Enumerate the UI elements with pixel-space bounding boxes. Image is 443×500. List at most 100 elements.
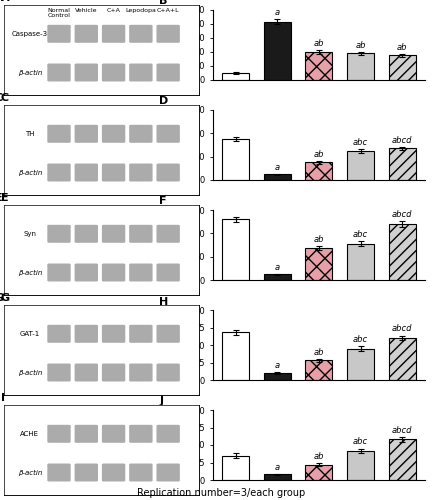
Text: abc: abc — [353, 230, 368, 239]
Text: F: F — [159, 196, 167, 206]
FancyBboxPatch shape — [74, 325, 98, 343]
Text: a: a — [275, 162, 280, 172]
Bar — [347, 151, 374, 180]
Bar — [222, 456, 249, 480]
Text: I: I — [0, 393, 4, 403]
Text: Normal
Control: Normal Control — [47, 8, 70, 18]
Text: β-actin: β-actin — [18, 470, 42, 476]
FancyBboxPatch shape — [102, 64, 125, 82]
FancyBboxPatch shape — [156, 264, 180, 281]
FancyBboxPatch shape — [74, 225, 98, 243]
FancyBboxPatch shape — [74, 64, 98, 82]
Text: Caspase-3: Caspase-3 — [12, 31, 48, 37]
FancyBboxPatch shape — [47, 164, 71, 182]
Y-axis label: Caspase-3
protein / Actin (%): Caspase-3 protein / Actin (%) — [171, 6, 192, 84]
FancyBboxPatch shape — [129, 425, 152, 443]
FancyBboxPatch shape — [156, 125, 180, 143]
Bar — [306, 464, 332, 480]
FancyBboxPatch shape — [129, 464, 152, 481]
FancyBboxPatch shape — [156, 225, 180, 243]
Text: β-actin: β-actin — [18, 370, 42, 376]
FancyBboxPatch shape — [129, 125, 152, 143]
Bar — [306, 248, 332, 280]
Text: β-actin: β-actin — [18, 170, 42, 175]
FancyBboxPatch shape — [102, 325, 125, 343]
FancyBboxPatch shape — [47, 325, 71, 343]
Text: J: J — [159, 396, 163, 406]
FancyBboxPatch shape — [129, 64, 152, 82]
Bar — [389, 338, 416, 380]
Text: C: C — [0, 93, 3, 103]
FancyBboxPatch shape — [47, 125, 71, 143]
Bar — [347, 54, 374, 80]
Text: abc: abc — [353, 336, 368, 344]
Bar — [222, 73, 249, 80]
Text: β-actin: β-actin — [18, 270, 42, 276]
Bar — [389, 148, 416, 180]
FancyBboxPatch shape — [102, 464, 125, 481]
FancyBboxPatch shape — [102, 364, 125, 382]
FancyBboxPatch shape — [129, 325, 152, 343]
Bar — [264, 474, 291, 480]
Text: abcd: abcd — [392, 136, 412, 144]
Bar — [389, 224, 416, 280]
FancyBboxPatch shape — [47, 64, 71, 82]
Bar — [222, 139, 249, 180]
Text: C: C — [0, 93, 9, 103]
Bar — [222, 332, 249, 380]
Bar — [306, 162, 332, 180]
Bar — [306, 360, 332, 380]
Text: abc: abc — [353, 438, 368, 446]
Text: Syn: Syn — [23, 231, 36, 237]
FancyBboxPatch shape — [74, 125, 98, 143]
Y-axis label: GAT-1
protein / Actin (%): GAT-1 protein / Actin (%) — [167, 306, 187, 384]
Text: C+A: C+A — [107, 8, 120, 12]
Text: β-actin: β-actin — [18, 70, 42, 75]
Text: a: a — [275, 8, 280, 18]
Text: Replication number=3/each group: Replication number=3/each group — [137, 488, 306, 498]
Text: a: a — [275, 462, 280, 471]
FancyBboxPatch shape — [102, 425, 125, 443]
Text: G: G — [0, 293, 10, 303]
Text: D: D — [159, 96, 169, 106]
Text: TH: TH — [25, 131, 35, 137]
FancyBboxPatch shape — [47, 25, 71, 43]
Bar — [347, 450, 374, 480]
Text: abc: abc — [353, 138, 368, 147]
FancyBboxPatch shape — [102, 164, 125, 182]
Text: abcd: abcd — [392, 210, 412, 219]
Text: H: H — [159, 296, 169, 306]
Bar — [306, 52, 332, 80]
Bar — [264, 174, 291, 180]
Text: ab: ab — [314, 452, 324, 461]
FancyBboxPatch shape — [102, 25, 125, 43]
FancyBboxPatch shape — [74, 164, 98, 182]
Text: ab: ab — [314, 236, 324, 244]
Y-axis label: ACHE
protein / Actin (%): ACHE protein / Actin (%) — [167, 406, 187, 484]
FancyBboxPatch shape — [74, 25, 98, 43]
Bar — [347, 348, 374, 380]
FancyBboxPatch shape — [129, 164, 152, 182]
Text: ab: ab — [355, 41, 366, 50]
Text: ACHE: ACHE — [20, 431, 39, 437]
Text: a: a — [275, 361, 280, 370]
Text: ab: ab — [314, 348, 324, 356]
FancyBboxPatch shape — [156, 425, 180, 443]
FancyBboxPatch shape — [102, 225, 125, 243]
Text: A: A — [0, 0, 9, 3]
Y-axis label: Syn
protein / Actin (%): Syn protein / Actin (%) — [167, 206, 187, 284]
FancyBboxPatch shape — [74, 364, 98, 382]
Y-axis label: TH
protein / Actin (%): TH protein / Actin (%) — [167, 106, 187, 184]
FancyBboxPatch shape — [102, 125, 125, 143]
FancyBboxPatch shape — [129, 264, 152, 281]
FancyBboxPatch shape — [156, 25, 180, 43]
Bar — [264, 22, 291, 80]
FancyBboxPatch shape — [47, 264, 71, 281]
FancyBboxPatch shape — [74, 425, 98, 443]
FancyBboxPatch shape — [129, 364, 152, 382]
FancyBboxPatch shape — [156, 64, 180, 82]
Bar — [222, 220, 249, 280]
FancyBboxPatch shape — [47, 225, 71, 243]
FancyBboxPatch shape — [102, 264, 125, 281]
Bar — [347, 244, 374, 280]
